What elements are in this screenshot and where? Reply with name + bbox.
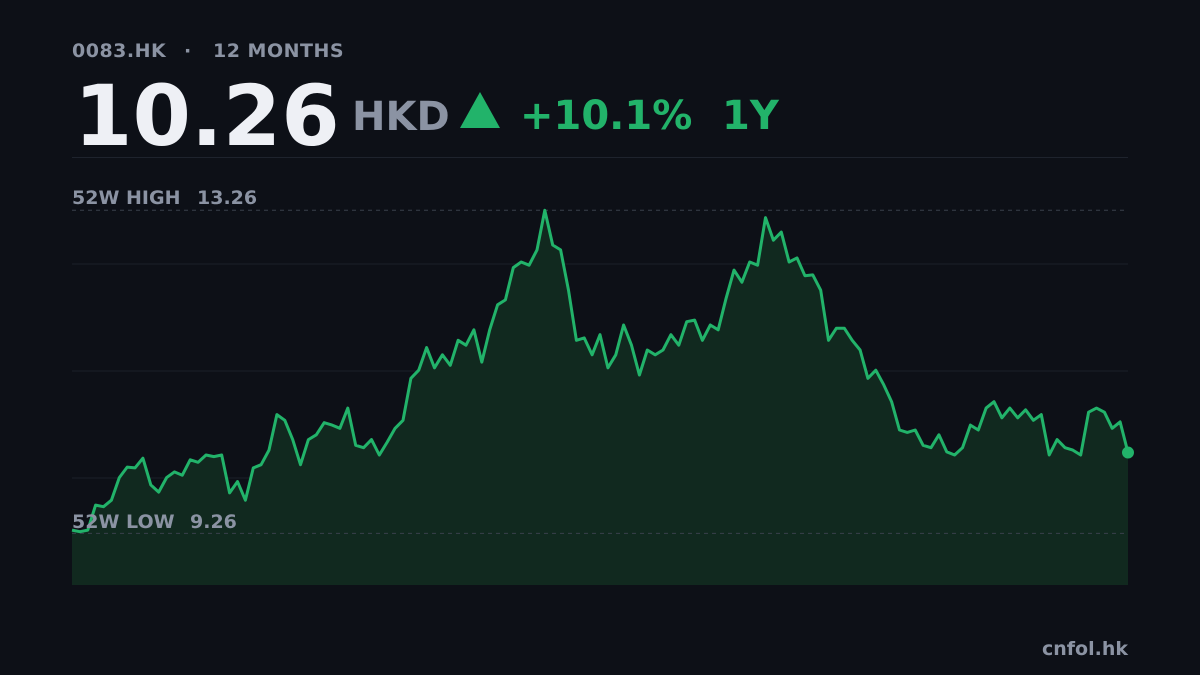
plot — [71, 208, 1134, 586]
price: 10.26 — [74, 67, 340, 165]
price-line — [71, 208, 1130, 534]
period: 12 MONTHS — [213, 40, 344, 62]
separator: · — [184, 40, 192, 62]
currency: HKD — [352, 94, 450, 140]
high-label: 52W HIGH — [72, 187, 180, 209]
area — [72, 210, 1128, 586]
low-value: 9.26 — [190, 511, 237, 533]
up-arrow — [460, 92, 500, 128]
last-point — [1122, 446, 1134, 459]
range: 1Y — [722, 93, 780, 139]
high-value: 13.26 — [197, 187, 257, 209]
low-label: 52W LOW — [72, 511, 175, 533]
source: cnfol.hk — [1042, 638, 1128, 660]
ticker: 0083.HK — [72, 40, 167, 62]
change: +10.1% — [520, 93, 692, 139]
